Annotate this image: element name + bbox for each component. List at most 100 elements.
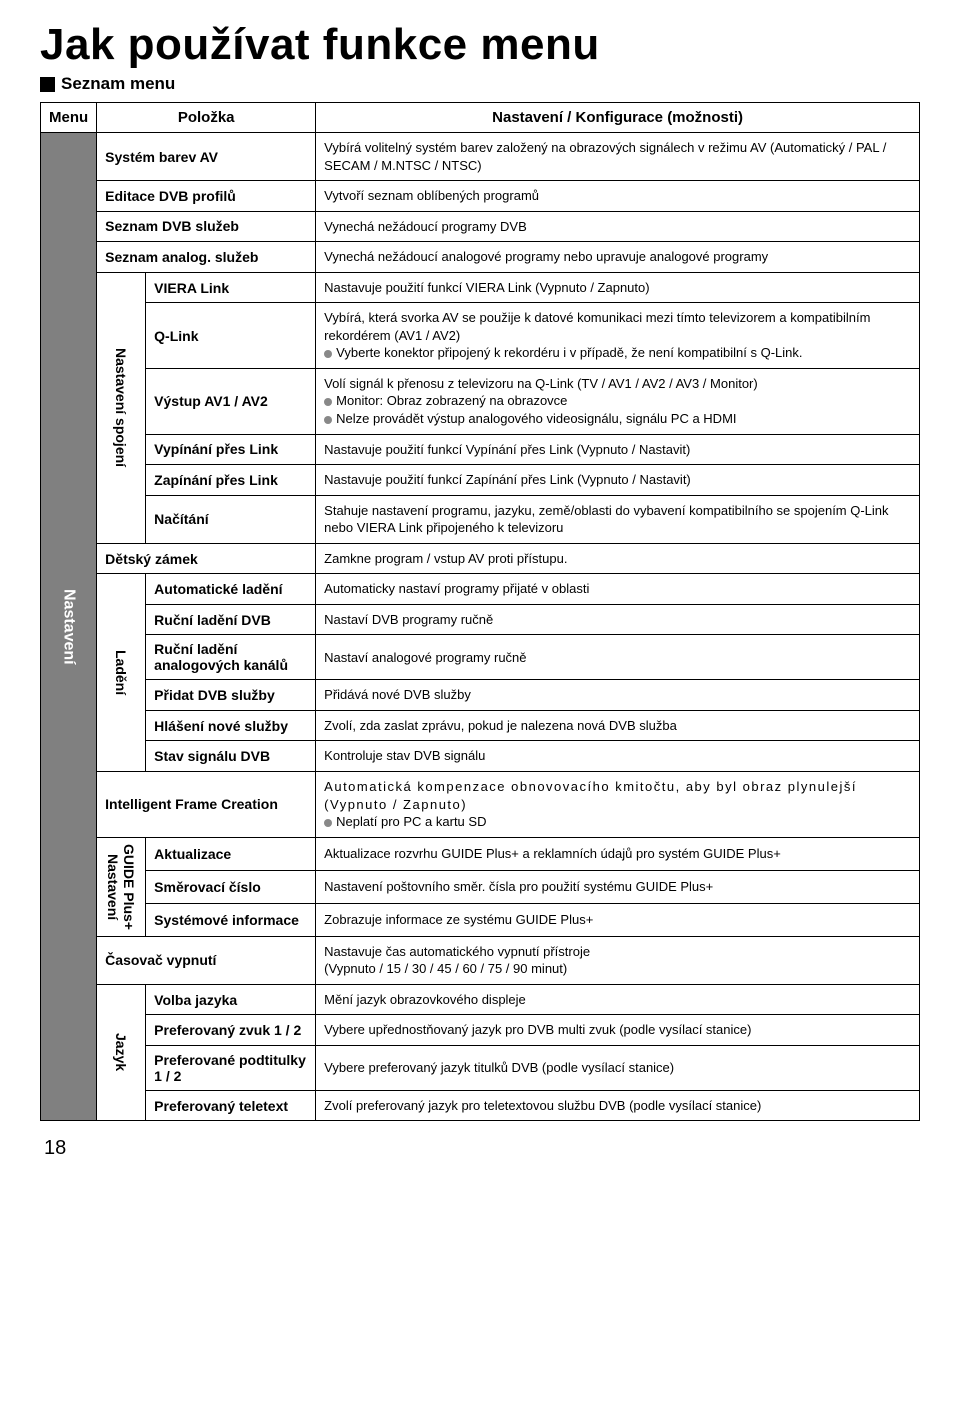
desc: Nastavuje použití funkcí Zapínání přes L… — [316, 465, 920, 496]
item: Volba jazyka — [146, 984, 316, 1015]
desc-line: Automatická kompenzace obnovovacího kmit… — [324, 779, 857, 812]
subtitle-row: Seznam menu — [40, 74, 920, 94]
group-jazyk: Jazyk — [97, 984, 146, 1121]
desc: Vytvoří seznam oblíbených programů — [316, 181, 920, 212]
table-row: Preferovaný teletext Zvolí preferovaný j… — [41, 1090, 920, 1121]
table-row: Jazyk Volba jazyka Mění jazyk obrazovkov… — [41, 984, 920, 1015]
item: Automatické ladění — [146, 574, 316, 605]
item: Ruční ladění analogových kanálů — [146, 635, 316, 680]
desc: Kontroluje stav DVB signálu — [316, 741, 920, 772]
item: Směrovací číslo — [146, 870, 316, 903]
table-row: Nastavení Systém barev AV Vybírá volitel… — [41, 133, 920, 181]
table-row: Časovač vypnutí Nastavuje čas automatick… — [41, 936, 920, 984]
desc: Vynechá nežádoucí analogové programy neb… — [316, 242, 920, 273]
desc: Nastavuje použití funkcí VIERA Link (Vyp… — [316, 272, 920, 303]
table-row: Ladění Automatické ladění Automaticky na… — [41, 574, 920, 605]
table-row: Dětský zámek Zamkne program / vstup AV p… — [41, 543, 920, 574]
item: Preferovaný zvuk 1 / 2 — [146, 1015, 316, 1046]
desc-line: Vybírá, která svorka AV se použije k dat… — [324, 310, 870, 343]
item: Výstup AV1 / AV2 — [146, 368, 316, 434]
item: Dětský zámek — [97, 543, 316, 574]
page-number: 18 — [44, 1137, 920, 1160]
table-row: GUIDE Plus+ Nastavení Aktualizace Aktual… — [41, 837, 920, 870]
th-nastaveni: Nastavení / Konfigurace (možnosti) — [316, 103, 920, 133]
table-row: Intelligent Frame Creation Automatická k… — [41, 772, 920, 838]
item: Hlášení nové služby — [146, 710, 316, 741]
page-title: Jak používat funkce menu — [40, 20, 920, 70]
menu-group-nastaveni: Nastavení — [41, 133, 97, 1121]
table-row: Ruční ladění analogových kanálů Nastaví … — [41, 635, 920, 680]
item: Intelligent Frame Creation — [97, 772, 316, 838]
desc: Nastavuje čas automatického vypnutí přís… — [316, 936, 920, 984]
item: Preferovaný teletext — [146, 1090, 316, 1121]
item: Systémové informace — [146, 903, 316, 936]
desc-line: Volí signál k přenosu z televizoru na Q-… — [324, 376, 758, 391]
table-row: Výstup AV1 / AV2 Volí signál k přenosu z… — [41, 368, 920, 434]
desc: Zamkne program / vstup AV proti přístupu… — [316, 543, 920, 574]
desc-line: Vyberte konektor připojený k rekordéru i… — [336, 345, 802, 360]
desc: Stahuje nastavení programu, jazyku, země… — [316, 495, 920, 543]
desc: Volí signál k přenosu z televizoru na Q-… — [316, 368, 920, 434]
desc: Vybírá volitelný systém barev založený n… — [316, 133, 920, 181]
bullet-icon — [324, 350, 332, 358]
group-guide: GUIDE Plus+ Nastavení — [97, 837, 146, 936]
desc: Aktualizace rozvrhu GUIDE Plus+ a reklam… — [316, 837, 920, 870]
item: Vypínání přes Link — [146, 434, 316, 465]
table-row: Načítání Stahuje nastavení programu, jaz… — [41, 495, 920, 543]
desc: Zvolí, zda zaslat zprávu, pokud je nalez… — [316, 710, 920, 741]
item: Editace DVB profilů — [97, 181, 316, 212]
item: VIERA Link — [146, 272, 316, 303]
table-row: Editace DVB profilů Vytvoří seznam oblíb… — [41, 181, 920, 212]
table-row: Přidat DVB služby Přidává nové DVB služb… — [41, 680, 920, 711]
desc: Vynechá nežádoucí programy DVB — [316, 211, 920, 242]
item: Seznam DVB služeb — [97, 211, 316, 242]
table-row: Preferované podtitulky 1 / 2 Vybere pref… — [41, 1045, 920, 1090]
subtitle-text: Seznam menu — [61, 74, 175, 94]
table-row: Hlášení nové služby Zvolí, zda zaslat zp… — [41, 710, 920, 741]
desc: Automatická kompenzace obnovovacího kmit… — [316, 772, 920, 838]
item: Q-Link — [146, 303, 316, 369]
item: Stav signálu DVB — [146, 741, 316, 772]
desc: Nastavuje použití funkcí Vypínání přes L… — [316, 434, 920, 465]
desc: Nastaví analogové programy ručně — [316, 635, 920, 680]
desc: Vybere preferovaný jazyk titulků DVB (po… — [316, 1045, 920, 1090]
table-row: Seznam DVB služeb Vynechá nežádoucí prog… — [41, 211, 920, 242]
desc: Vybere upřednostňovaný jazyk pro DVB mul… — [316, 1015, 920, 1046]
th-menu: Menu — [41, 103, 97, 133]
menu-table: Menu Položka Nastavení / Konfigurace (mo… — [40, 102, 920, 1121]
item: Ruční ladění DVB — [146, 604, 316, 635]
group-ladeni: Ladění — [97, 574, 146, 772]
desc: Nastavení poštovního směr. čísla pro pou… — [316, 870, 920, 903]
bullet-icon — [324, 416, 332, 424]
item: Zapínání přes Link — [146, 465, 316, 496]
bullet-icon — [324, 819, 332, 827]
item: Systém barev AV — [97, 133, 316, 181]
table-row: Preferovaný zvuk 1 / 2 Vybere upřednostň… — [41, 1015, 920, 1046]
desc: Mění jazyk obrazovkového displeje — [316, 984, 920, 1015]
table-row: Systémové informace Zobrazuje informace … — [41, 903, 920, 936]
desc: Automaticky nastaví programy přijaté v o… — [316, 574, 920, 605]
desc: Zvolí preferovaný jazyk pro teletextovou… — [316, 1090, 920, 1121]
desc-line: Monitor: Obraz zobrazený na obrazovce — [336, 393, 567, 408]
item: Časovač vypnutí — [97, 936, 316, 984]
item: Načítání — [146, 495, 316, 543]
table-row: Směrovací číslo Nastavení poštovního smě… — [41, 870, 920, 903]
desc: Přidává nové DVB služby — [316, 680, 920, 711]
square-icon — [40, 77, 55, 92]
table-row: Vypínání přes Link Nastavuje použití fun… — [41, 434, 920, 465]
table-row: Seznam analog. služeb Vynechá nežádoucí … — [41, 242, 920, 273]
group-spojeni: Nastavení spojení — [97, 272, 146, 543]
item: Přidat DVB služby — [146, 680, 316, 711]
desc: Zobrazuje informace ze systému GUIDE Plu… — [316, 903, 920, 936]
item: Seznam analog. služeb — [97, 242, 316, 273]
table-row: Nastavení spojení VIERA Link Nastavuje p… — [41, 272, 920, 303]
table-row: Ruční ladění DVB Nastaví DVB programy ru… — [41, 604, 920, 635]
table-row: Zapínání přes Link Nastavuje použití fun… — [41, 465, 920, 496]
item: Aktualizace — [146, 837, 316, 870]
desc-line: Neplatí pro PC a kartu SD — [336, 814, 486, 829]
desc-line: Nelze provádět výstup analogového videos… — [336, 411, 736, 426]
desc: Vybírá, která svorka AV se použije k dat… — [316, 303, 920, 369]
table-row: Stav signálu DVB Kontroluje stav DVB sig… — [41, 741, 920, 772]
desc: Nastaví DVB programy ručně — [316, 604, 920, 635]
item: Preferované podtitulky 1 / 2 — [146, 1045, 316, 1090]
